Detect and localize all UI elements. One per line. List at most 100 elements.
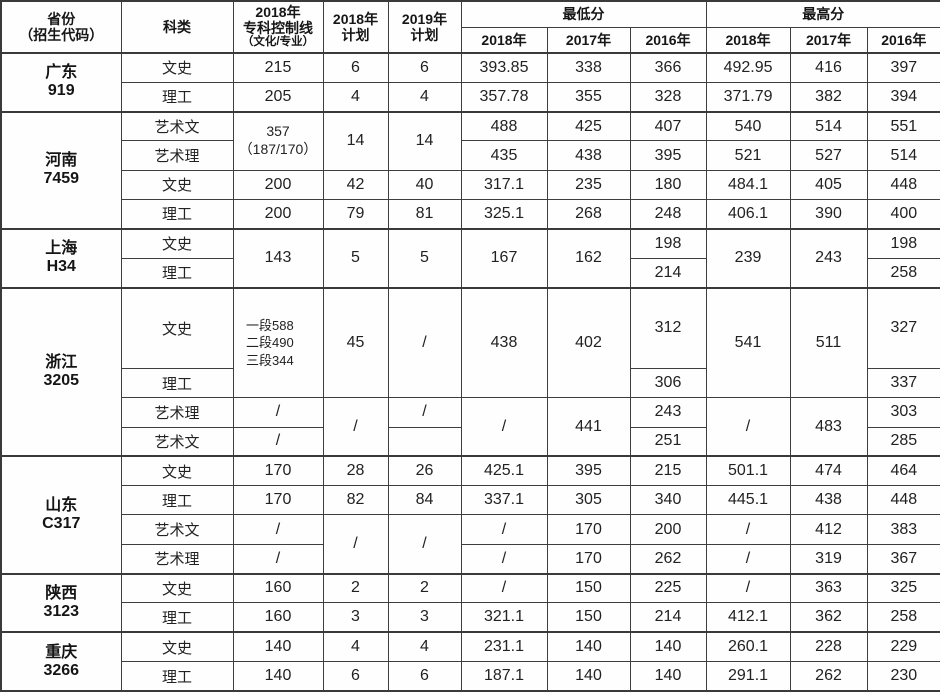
score-cell: / bbox=[232, 543, 324, 575]
table-row: 理工 205 4 4 357.78 355 328 371.79 382 394 bbox=[1, 81, 940, 113]
header-min-score-group: 最低分 bbox=[460, 0, 707, 28]
score-cell: 400 bbox=[866, 199, 940, 230]
score-cell: / bbox=[322, 514, 389, 575]
score-cell: 371.79 bbox=[705, 81, 791, 113]
score-cell: 393.85 bbox=[460, 51, 548, 83]
score-cell: 40 bbox=[387, 169, 462, 201]
score-cell: 483 bbox=[789, 397, 868, 457]
score-cell: 243 bbox=[629, 397, 707, 428]
score-cell: 205 bbox=[232, 81, 324, 113]
score-cell: / bbox=[232, 397, 324, 428]
subject-cell: 理工 bbox=[120, 199, 234, 230]
subject-cell: 文史 bbox=[120, 572, 234, 604]
score-cell: 366 bbox=[629, 51, 707, 83]
score-cell: 225 bbox=[629, 572, 707, 604]
score-cell: 5 bbox=[387, 227, 462, 288]
score-cell: 540 bbox=[705, 110, 791, 142]
score-cell: 160 bbox=[232, 572, 324, 604]
score-cell: 45 bbox=[322, 286, 389, 399]
score-cell: 231.1 bbox=[460, 631, 548, 663]
score-cell: 445.1 bbox=[705, 485, 791, 516]
score-cell: 6 bbox=[387, 51, 462, 83]
header-control-line1: 2018年 bbox=[255, 4, 301, 21]
subject-cell: 艺术文 bbox=[120, 514, 234, 545]
score-cell: 170 bbox=[546, 543, 631, 575]
score-cell: 268 bbox=[546, 199, 631, 230]
subject-cell: 理工 bbox=[120, 661, 234, 692]
score-cell: 551 bbox=[866, 110, 940, 142]
score-cell: 397 bbox=[866, 51, 940, 83]
score-cell: 501.1 bbox=[705, 455, 791, 487]
score-cell: 170 bbox=[546, 514, 631, 545]
score-cell: 4 bbox=[322, 81, 389, 113]
score-cell: 390 bbox=[789, 199, 868, 230]
score-cell: 248 bbox=[629, 199, 707, 230]
table-row: 理工 200 79 81 325.1 268 248 406.1 390 400 bbox=[1, 199, 940, 230]
province-cell: 河南 7459 bbox=[0, 110, 122, 230]
score-cell: 198 bbox=[629, 227, 707, 259]
score-cell: 541 bbox=[705, 286, 791, 399]
score-cell: 2 bbox=[387, 572, 462, 604]
subject-cell: 艺术理 bbox=[120, 543, 234, 575]
table-row: 上海 H34 文史 143 5 5 167 162 198 239 243 198 bbox=[0, 227, 940, 288]
score-cell: / bbox=[705, 514, 791, 545]
score-cell: 521 bbox=[705, 140, 791, 171]
score-cell: 338 bbox=[546, 51, 631, 83]
province-cell: 广东 919 bbox=[0, 52, 122, 113]
score-cell: 260.1 bbox=[705, 631, 791, 663]
score-cell: 312 bbox=[629, 286, 707, 369]
table-row: 理工 160 3 3 321.1 150 214 412.1 362 258 bbox=[1, 602, 940, 633]
score-cell: 435 bbox=[460, 140, 548, 171]
score-cell: 42 bbox=[322, 169, 389, 201]
score-cell: 235 bbox=[546, 169, 631, 201]
score-cell: 215 bbox=[629, 455, 707, 487]
subject-cell: 文史 bbox=[120, 51, 234, 83]
score-cell: 412.1 bbox=[705, 602, 791, 633]
table-row: 山东 C317 文史 170 28 26 425.1 395 215 501.1 474 464 bbox=[0, 455, 940, 575]
score-cell: 448 bbox=[866, 169, 940, 201]
score-cell: 438 bbox=[789, 485, 868, 516]
score-cell: 180 bbox=[629, 169, 707, 201]
score-cell: / bbox=[705, 572, 791, 604]
score-cell: 214 bbox=[629, 602, 707, 633]
table-row: 艺术理 435 438 395 521 527 514 bbox=[1, 140, 940, 171]
table-row: 广东 919 文史 215 6 6 393.85 338 366 492.95 416 397 bbox=[0, 51, 940, 113]
score-cell: 262 bbox=[789, 661, 868, 692]
score-cell: 319 bbox=[789, 543, 868, 575]
header-min-year-2017: 2017年 bbox=[546, 26, 631, 54]
score-cell: 160 bbox=[232, 602, 324, 633]
score-cell: 200 bbox=[232, 169, 324, 201]
score-cell: 412 bbox=[789, 514, 868, 545]
score-cell: 84 bbox=[387, 485, 462, 516]
score-cell: 363 bbox=[789, 572, 868, 604]
score-cell: / bbox=[322, 397, 389, 457]
score-cell: 357.78 bbox=[460, 81, 548, 113]
score-cell: 340 bbox=[629, 485, 707, 516]
score-cell: 81 bbox=[387, 199, 462, 230]
province-cell: 陕西 3123 bbox=[0, 572, 122, 633]
score-cell: 464 bbox=[866, 455, 940, 487]
score-cell: 143 bbox=[232, 227, 324, 288]
header-plan-2018: 2018年 计划 bbox=[322, 0, 389, 54]
table-row: 陕西 3123 文史 160 2 2/150 225/363 325 bbox=[0, 572, 940, 633]
score-cell: / bbox=[460, 572, 548, 604]
score-cell: 406.1 bbox=[705, 199, 791, 230]
score-cell: / bbox=[232, 514, 324, 545]
table-row: 浙江 3205 文史 一段588 二段490 三段344 45/438 402 312 541 51… bbox=[0, 286, 940, 457]
score-cell: / bbox=[460, 514, 548, 545]
table-row: 理工 170 82 84 337.1 305 340 445.1 438 448 bbox=[1, 485, 940, 516]
score-cell: 416 bbox=[789, 51, 868, 83]
score-cell: 82 bbox=[322, 485, 389, 516]
score-cell: 425 bbox=[546, 110, 631, 142]
score-cell: 14 bbox=[322, 110, 389, 171]
score-cell: 425.1 bbox=[460, 455, 548, 487]
score-cell: 6 bbox=[322, 51, 389, 83]
score-cell: 258 bbox=[866, 257, 940, 289]
score-cell: / bbox=[232, 426, 324, 457]
score-cell: 492.95 bbox=[705, 51, 791, 83]
score-cell: 285 bbox=[866, 426, 940, 457]
score-cell: 170 bbox=[232, 455, 324, 487]
subject-cell: 文史 bbox=[120, 631, 234, 663]
score-cell: 328 bbox=[629, 81, 707, 113]
subject-cell: 理工 bbox=[120, 81, 234, 113]
